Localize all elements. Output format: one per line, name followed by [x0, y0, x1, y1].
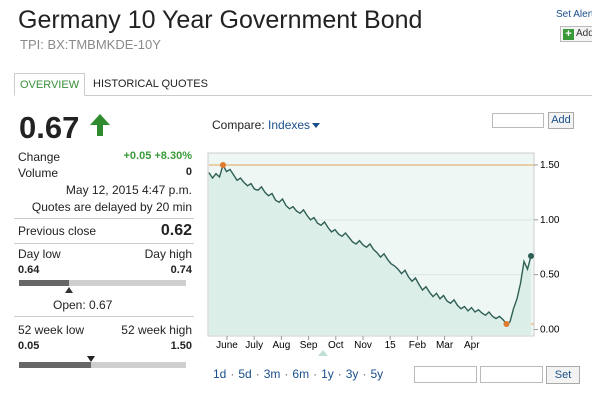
- last-value-marker: [528, 253, 534, 260]
- delay-row: Quotes are delayed by 20 min: [18, 200, 192, 216]
- end-date-input[interactable]: [480, 366, 543, 383]
- wk52-values: 0.05 1.50: [18, 340, 192, 356]
- day-range-values: 0.64 0.74: [18, 264, 192, 280]
- range-1y[interactable]: 1y: [321, 367, 334, 381]
- range-3y[interactable]: 3y: [345, 367, 359, 381]
- add-label: Add: [576, 28, 592, 39]
- set-alerts-link[interactable]: Set Alert: [556, 9, 592, 20]
- start-date-input[interactable]: [414, 366, 477, 383]
- y-axis-ticks: 1.50 1.00 0.50 0.00: [534, 160, 560, 336]
- prev-close-value: 0.62: [160, 222, 192, 239]
- separator: ·: [255, 367, 260, 381]
- change-value: +0.05 +8.30%: [123, 150, 192, 162]
- day-range-fill: [19, 280, 70, 286]
- wk52-range-fill: [19, 362, 91, 368]
- volume-value: 0: [185, 166, 192, 178]
- plus-icon: +: [563, 29, 574, 40]
- wk52-high-value: 1.50: [170, 340, 192, 352]
- day-high-value: 0.74: [170, 264, 192, 276]
- day-low-label: Day low: [18, 247, 61, 261]
- wk52-labels: 52 week low 52 week high: [18, 323, 192, 339]
- x-tick-label: Mar: [436, 340, 454, 351]
- range-6m[interactable]: 6m: [292, 367, 310, 381]
- range-1d[interactable]: 1d: [213, 367, 227, 381]
- wk52-low-label: 52 week low: [18, 323, 85, 337]
- range-3m[interactable]: 3m: [263, 367, 281, 381]
- day-range-bar: [19, 280, 186, 286]
- chart-markers: [220, 161, 534, 328]
- open-marker-icon: [65, 287, 74, 293]
- scrubber-handle-icon[interactable]: [318, 350, 328, 356]
- x-tick-label: June: [216, 340, 238, 351]
- compare-label: Compare:: [212, 118, 265, 132]
- time-range-selector: 1d · 5d · 3m · 6m · 1y · 3y · 5y: [213, 367, 383, 381]
- divider: [14, 316, 194, 317]
- timestamp-row: May 12, 2015 4:47 p.m.: [18, 183, 192, 199]
- y-tick-label: 1.00: [540, 215, 560, 226]
- up-arrow-icon: [90, 114, 110, 136]
- compare-symbol-input[interactable]: [492, 113, 544, 128]
- separator: ·: [313, 367, 318, 381]
- x-tick-label: July: [245, 340, 263, 351]
- page-title: Germany 10 Year Government Bond: [18, 6, 423, 34]
- separator: ·: [230, 367, 235, 381]
- change-row: Change +0.05 +8.30%: [18, 150, 192, 166]
- volume-row: Volume 0: [18, 166, 192, 182]
- x-tick-label: Aug: [273, 340, 291, 351]
- x-tick-label: Apr: [464, 340, 480, 351]
- add-to-watchlist-button[interactable]: + Add: [560, 26, 592, 42]
- compare-add-button[interactable]: Add: [548, 112, 574, 129]
- compare-dropdown-label: Indexes: [268, 118, 311, 132]
- x-axis-ticks: June July Aug Sep Oct Nov 15 Feb Mar Apr: [216, 336, 480, 351]
- separator: ·: [337, 367, 342, 381]
- prev-close-label: Previous close: [18, 224, 97, 238]
- y-tick-label: 0.00: [540, 325, 560, 336]
- volume-label: Volume: [18, 166, 59, 180]
- set-range-button[interactable]: Set: [546, 366, 580, 384]
- delay-note: Quotes are delayed by 20 min: [31, 200, 192, 214]
- wk52-low-value: 0.05: [18, 340, 40, 352]
- tab-historical-quotes[interactable]: HISTORICAL QUOTES: [93, 78, 208, 90]
- compare-dropdown[interactable]: Indexes: [268, 118, 321, 132]
- low-marker: [503, 321, 510, 328]
- divider: [14, 218, 194, 219]
- price-line: [208, 163, 532, 325]
- day-high-label: Day high: [144, 247, 192, 261]
- x-tick-label: 15: [385, 340, 397, 351]
- wk52-range-bar: [19, 362, 186, 368]
- tabs-divider: [14, 95, 592, 96]
- tab-overview[interactable]: OVERVIEW: [14, 73, 86, 96]
- x-tick-label: Feb: [409, 340, 427, 351]
- y-tick-label: 0.50: [540, 270, 560, 281]
- divider: [14, 243, 194, 244]
- range-5y[interactable]: 5y: [370, 367, 384, 381]
- separator: ·: [362, 367, 367, 381]
- range-5d[interactable]: 5d: [238, 367, 252, 381]
- x-tick-label: Oct: [328, 340, 344, 351]
- x-tick-label: Nov: [354, 340, 372, 351]
- x-tick-label: Sep: [300, 340, 318, 351]
- y-tick-label: 1.50: [540, 160, 560, 171]
- wk52-high-label: 52 week high: [121, 323, 192, 337]
- price-area: [209, 165, 531, 335]
- quote-timestamp: May 12, 2015 4:47 p.m.: [65, 183, 192, 197]
- price-chart[interactable]: 1.50 1.00 0.50 0.00 June July Aug Sep Oct Nov 15 F…: [207, 152, 585, 358]
- separator: ·: [284, 367, 289, 381]
- day-low-value: 0.64: [18, 264, 40, 276]
- change-label: Change: [18, 150, 61, 164]
- day-range-labels: Day low Day high: [18, 247, 192, 263]
- open-text: Open: 0.67: [53, 298, 113, 312]
- last-price: 0.67: [19, 110, 80, 145]
- chevron-down-icon: [312, 123, 321, 129]
- ticker-symbol: TPI: BX:TMBMKDE-10Y: [20, 37, 161, 52]
- high-marker: [220, 161, 226, 168]
- prev-close-row: Previous close 0.62: [18, 222, 192, 242]
- compare-control: Compare: Indexes: [212, 118, 321, 132]
- current-marker-icon: [86, 356, 95, 362]
